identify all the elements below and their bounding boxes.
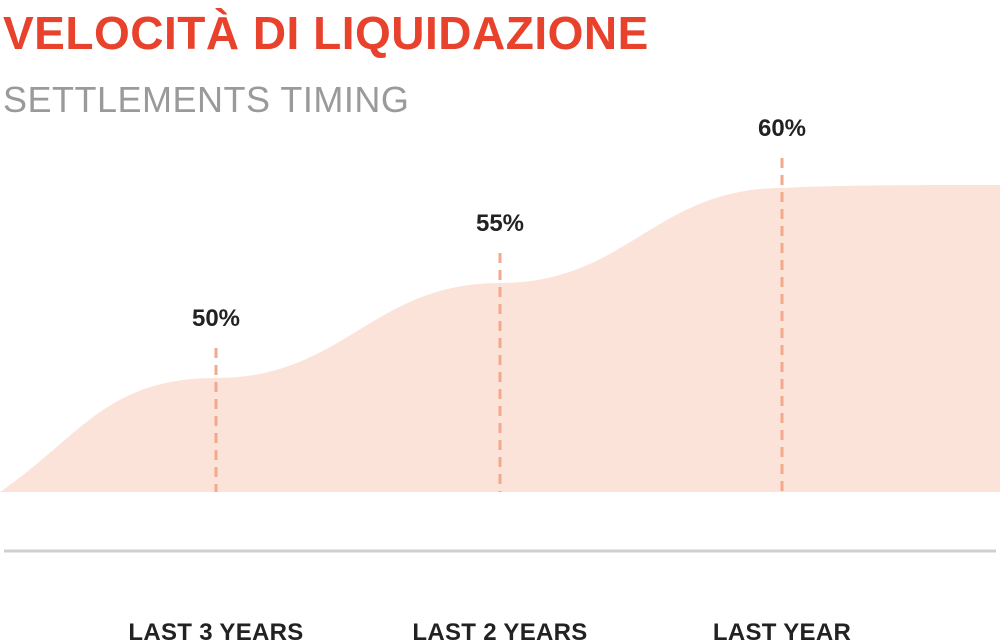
value-label-3: 60% [758, 115, 806, 142]
x-axis-tick-labels: LAST 3 YEARS LAST 2 YEARS LAST YEAR [128, 619, 851, 642]
value-label-1: 50% [192, 305, 240, 332]
value-label-2: 55% [476, 210, 524, 237]
value-labels: 50% 55% 60% [192, 115, 806, 332]
value-markers [214, 158, 784, 492]
category-label-2: LAST 2 YEARS [412, 619, 587, 642]
chart-title: VELOCITÀ DI LIQUIDAZIONE [3, 7, 649, 59]
category-label-3: LAST YEAR [713, 619, 851, 642]
category-label-1: LAST 3 YEARS [128, 619, 303, 642]
chart-subtitle: SETTLEMENTS TIMING [3, 79, 410, 120]
